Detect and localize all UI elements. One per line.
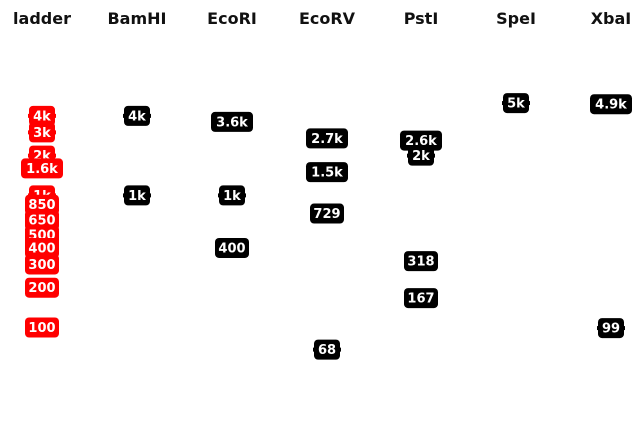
band-label: 3k [33, 126, 51, 141]
band-xbai-4.9k: 4.9k [590, 94, 632, 115]
band-ladder-300: 300 [25, 254, 59, 275]
band-label: 1.6k [26, 162, 58, 177]
band-label: 729 [313, 207, 340, 222]
band-label-box [590, 94, 632, 115]
band-label: 2k [412, 149, 430, 164]
band-ladder-3k: 3k [28, 122, 56, 143]
band-label-box [29, 105, 55, 126]
band-ecori-3.6k: 3.6k [211, 111, 253, 132]
band-ladder-650: 650 [25, 210, 59, 231]
band-label: 100 [28, 321, 55, 336]
band-label: 4k [128, 109, 146, 124]
band-label-box [503, 93, 529, 114]
band-spei-5k: 5k [502, 93, 530, 114]
band-ecorv-1.5k: 1.5k [306, 162, 348, 183]
band-ecorv-2.7k: 2.7k [306, 128, 348, 149]
band-label-box [400, 130, 442, 151]
band-label-box [25, 317, 59, 338]
band-psti-167: 167 [404, 288, 438, 309]
band-bamhi-4k: 4k [123, 105, 151, 126]
band-label: 167 [407, 292, 434, 307]
band-label-box [219, 185, 245, 206]
lane-title-xbai: XbaI [591, 9, 632, 28]
band-label: 1k [128, 189, 146, 204]
lane-title-bamhi: BamHI [107, 9, 166, 28]
band-label-box [25, 277, 59, 298]
lane-title-ecorv: EcoRV [299, 9, 356, 28]
band-ladder-4k: 4k [28, 105, 56, 126]
band-label-box [124, 105, 150, 126]
band-psti-2k: 2k [407, 145, 435, 166]
band-label-box [215, 237, 249, 258]
band-ladder-1.6k: 1.6k [21, 158, 63, 179]
band-ladder-100: 100 [25, 317, 59, 338]
lane-title-spei: SpeI [496, 9, 536, 28]
band-label-box [306, 128, 348, 149]
band-ecorv-729: 729 [310, 203, 344, 224]
band-label-box [124, 185, 150, 206]
lane-title-ladder: ladder [13, 9, 71, 28]
band-label: 5k [507, 97, 525, 112]
band-ecorv-68: 68 [313, 339, 341, 360]
band-label: 850 [28, 198, 55, 213]
band-label-box [29, 122, 55, 143]
band-label: 4.9k [595, 98, 627, 113]
band-ladder-200: 200 [25, 277, 59, 298]
band-label-box [211, 111, 253, 132]
band-label: 68 [318, 343, 336, 358]
band-label: 318 [407, 255, 434, 270]
band-label: 300 [28, 258, 55, 273]
band-label: 400 [218, 241, 245, 256]
band-label: 99 [602, 322, 620, 337]
band-label: 2.7k [311, 132, 343, 147]
band-label: 650 [28, 214, 55, 229]
band-xbai-99: 99 [597, 318, 625, 339]
band-label: 4k [33, 109, 51, 124]
lane-title-ecori: EcoRI [207, 9, 257, 28]
band-label-box [310, 203, 344, 224]
band-label: 3.6k [216, 115, 248, 130]
band-label-box [25, 194, 59, 215]
band-label-box [404, 288, 438, 309]
band-label-box [306, 162, 348, 183]
lane-title-psti: PstI [404, 9, 439, 28]
band-label: 1.5k [311, 166, 343, 181]
band-label-box [25, 254, 59, 275]
band-label-box [25, 210, 59, 231]
band-label: 2.6k [405, 134, 437, 149]
band-ecori-400: 400 [215, 237, 249, 258]
band-label-box [314, 339, 340, 360]
band-ladder-850: 850 [25, 194, 59, 215]
band-label-box [21, 158, 63, 179]
band-label: 1k [223, 189, 241, 204]
band-label-box [404, 251, 438, 272]
band-label-box [408, 145, 434, 166]
band-ecori-1k: 1k [218, 185, 246, 206]
band-ladder-400: 400 [25, 237, 59, 258]
band-label: 400 [28, 241, 55, 256]
band-label-box [598, 318, 624, 339]
band-bamhi-1k: 1k [123, 185, 151, 206]
band-label: 200 [28, 281, 55, 296]
band-psti-2.6k: 2.6k [400, 130, 442, 151]
band-label-box [25, 237, 59, 258]
band-psti-318: 318 [404, 251, 438, 272]
